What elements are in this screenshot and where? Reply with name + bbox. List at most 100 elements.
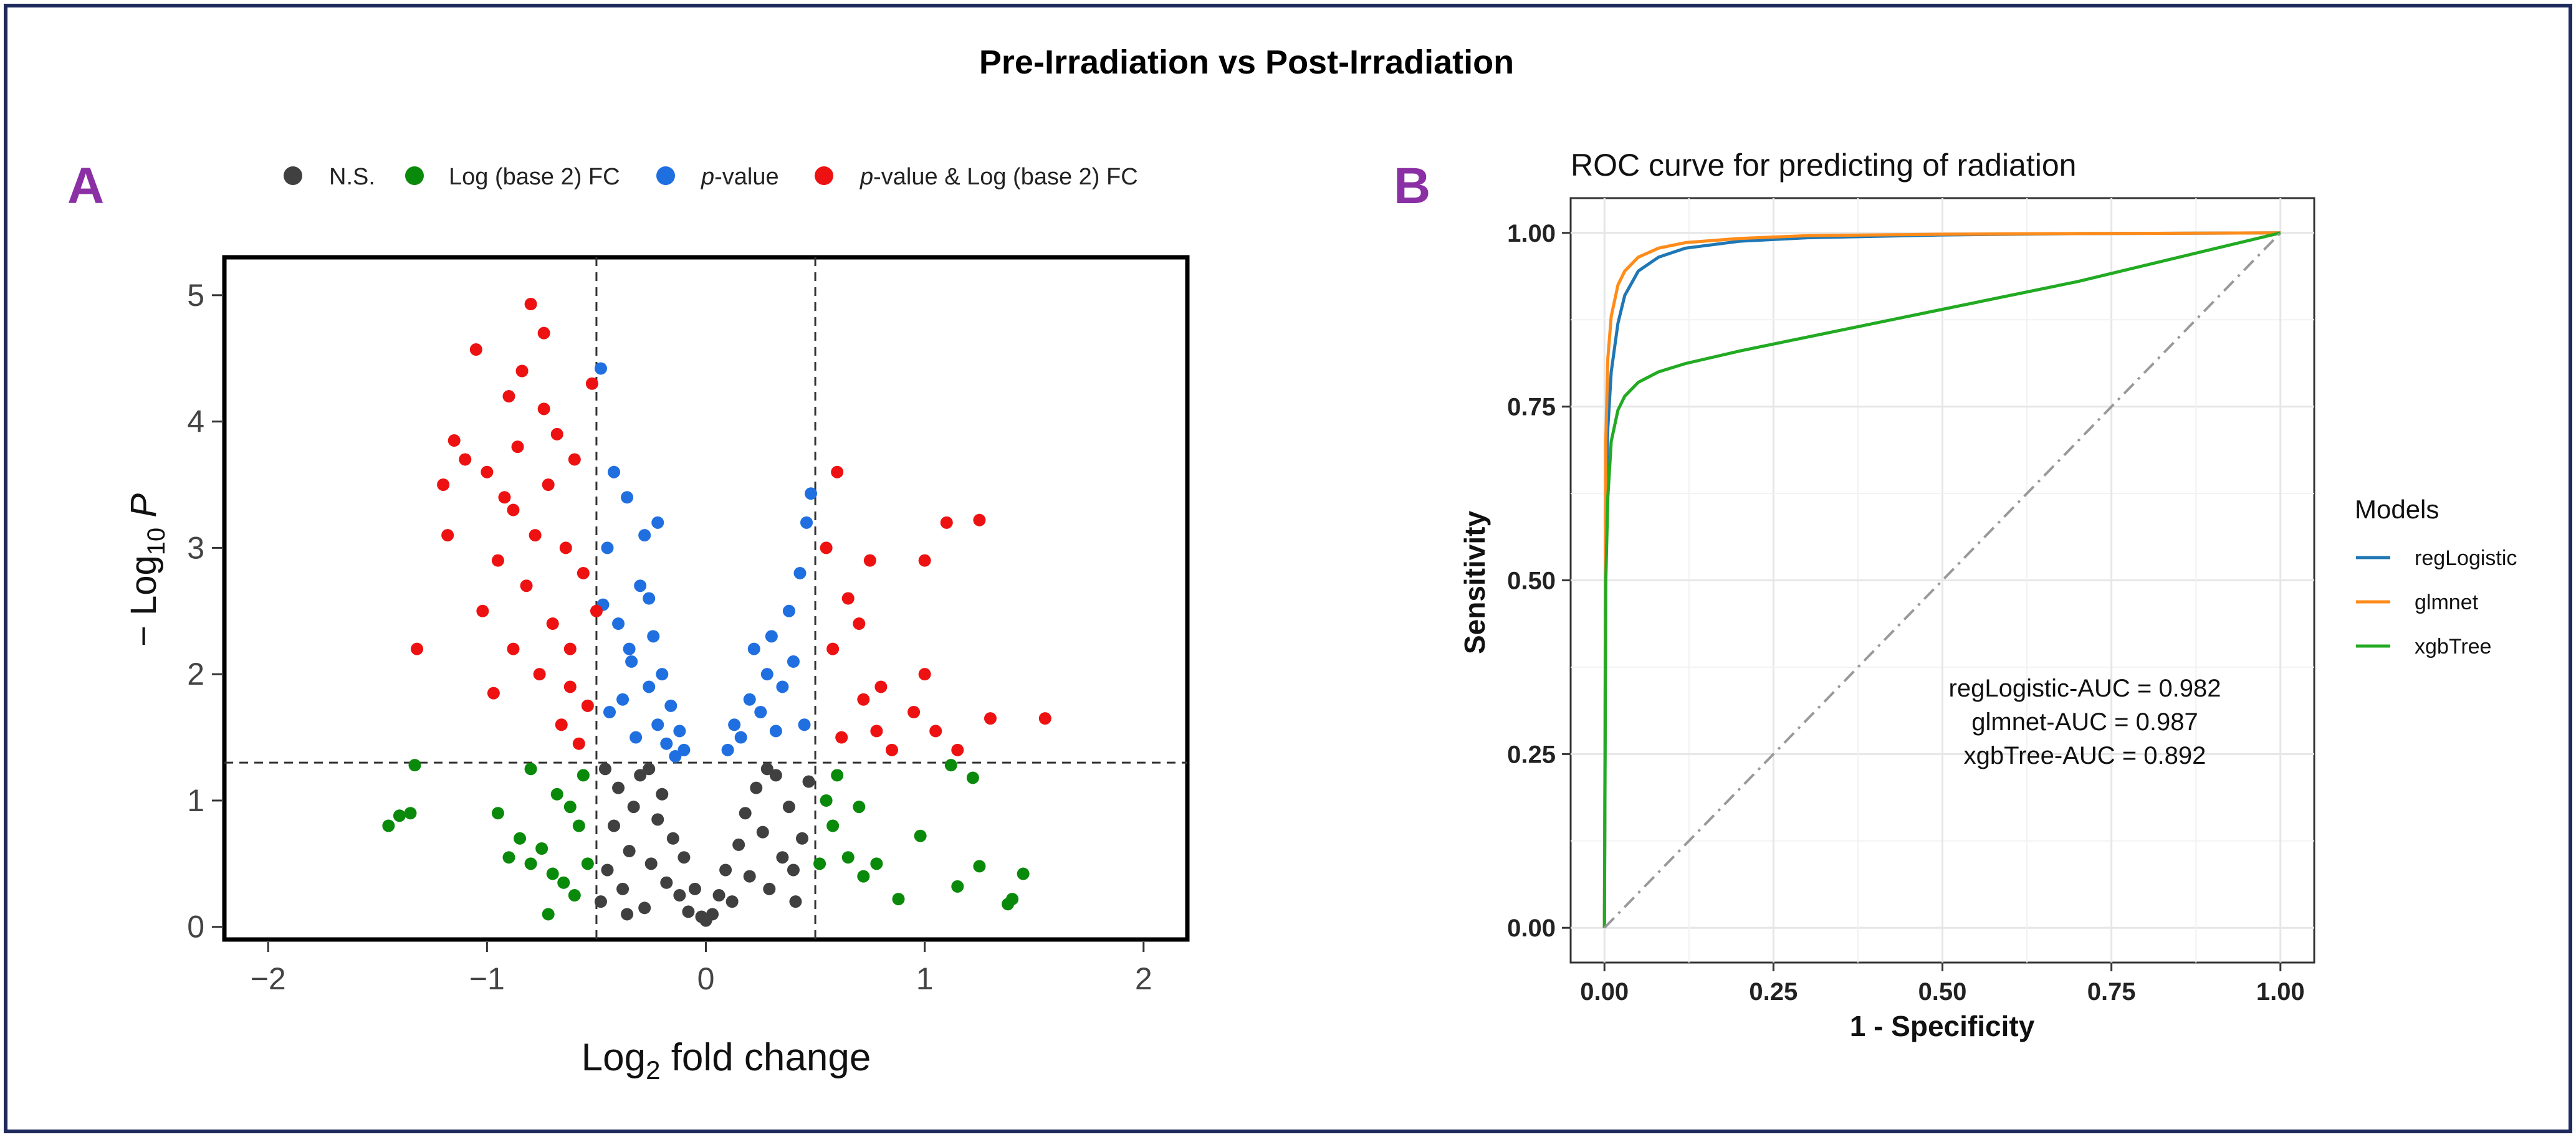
point-both — [874, 680, 888, 693]
roc-y-tick-label: 0.50 — [1507, 568, 1556, 595]
point-both — [537, 326, 550, 340]
point-both — [546, 617, 559, 630]
point-fc — [542, 908, 555, 921]
point-ns — [678, 851, 691, 864]
point-both — [1038, 712, 1051, 725]
point-ns — [621, 908, 634, 921]
point-both — [502, 390, 515, 403]
point-pval — [793, 566, 807, 579]
point-both — [907, 706, 921, 718]
legend-label-fc: Log (base 2) FC — [449, 164, 620, 190]
point-both — [481, 465, 494, 478]
point-both — [984, 712, 997, 725]
point-both — [820, 541, 833, 554]
point-pval — [603, 706, 616, 718]
point-both — [437, 478, 450, 491]
roc-y-tick-label: 0.75 — [1507, 394, 1556, 421]
point-fc — [502, 851, 515, 864]
point-both — [511, 440, 524, 454]
point-both — [533, 668, 546, 681]
roc-x-ticks: 0.00 0.25 0.50 0.75 1.00 — [1580, 963, 2305, 1006]
point-fc — [546, 867, 559, 880]
roc-y-tick-label: 0.00 — [1507, 915, 1556, 942]
point-pval — [760, 668, 773, 681]
legend-swatch-both — [815, 166, 833, 185]
point-ns — [712, 889, 725, 902]
point-pval — [678, 743, 691, 756]
point-pval — [616, 693, 630, 706]
point-ns — [756, 825, 769, 839]
volcano-plot-area — [222, 255, 1190, 942]
point-fc — [841, 851, 855, 864]
point-fc — [813, 857, 826, 870]
point-ns — [789, 895, 802, 908]
point-both — [515, 364, 529, 378]
x-tick-label: 0 — [697, 961, 715, 996]
x-tick-label: −1 — [469, 961, 505, 996]
volcano-y-ticks: 0 1 2 3 4 5 — [187, 278, 222, 944]
point-fc — [973, 860, 986, 873]
point-pval — [612, 617, 625, 630]
figure-title: Pre-Irradiation vs Post-Irradiation — [979, 44, 1514, 81]
roc-legend: Models regLogistic glmnet xgbTree — [2355, 495, 2517, 659]
roc-x-tick-label: 0.00 — [1580, 978, 1629, 1006]
point-pval — [623, 642, 636, 655]
point-ns — [608, 819, 621, 832]
x-tick-label: 1 — [916, 961, 934, 996]
point-pval — [776, 680, 789, 693]
point-both — [853, 617, 866, 630]
point-pval — [765, 630, 778, 643]
point-both — [555, 718, 568, 731]
point-ns — [796, 832, 808, 845]
x-tick-label: −2 — [251, 961, 286, 996]
point-pval — [747, 642, 760, 655]
point-both — [870, 725, 883, 738]
point-both — [857, 693, 870, 706]
roc-y-tick-label: 0.25 — [1507, 741, 1556, 768]
point-both — [550, 427, 563, 440]
point-pval — [787, 655, 800, 668]
point-pval — [601, 541, 614, 554]
point-fc — [524, 857, 537, 870]
point-fc — [1006, 893, 1019, 906]
point-pval — [651, 718, 664, 731]
point-both — [831, 465, 844, 478]
point-fc — [408, 759, 421, 772]
auc-annotation-glmnet: glmnet-AUC = 0.987 — [1971, 708, 2198, 736]
point-ns — [673, 889, 686, 902]
point-ns — [787, 863, 800, 877]
point-pval — [647, 630, 660, 643]
point-pval — [743, 693, 756, 706]
point-fc — [853, 801, 866, 814]
point-ns — [666, 832, 679, 845]
point-pval — [782, 604, 795, 617]
point-ns — [594, 895, 607, 908]
roc-legend-title: Models — [2355, 495, 2439, 524]
point-ns — [732, 838, 745, 851]
point-both — [520, 579, 533, 592]
point-fc — [524, 763, 537, 776]
point-pval — [754, 706, 767, 718]
point-both — [973, 513, 986, 526]
point-ns — [769, 769, 782, 782]
roc-reference-diagonal — [1603, 232, 2282, 929]
point-both — [448, 434, 461, 447]
point-pval — [625, 655, 638, 668]
legend-label-reglogistic: regLogistic — [2415, 546, 2517, 570]
point-fc — [857, 870, 870, 883]
roc-x-tick-label: 1.00 — [2256, 978, 2305, 1006]
point-pval — [721, 743, 734, 756]
point-both — [559, 541, 572, 554]
legend-swatch-fc — [405, 166, 424, 185]
point-both — [929, 725, 942, 738]
y-tick-label: 3 — [187, 530, 204, 565]
point-both — [863, 554, 876, 567]
legend-label-ns: N.S. — [329, 164, 375, 190]
point-both — [491, 554, 504, 567]
y-tick-label: 1 — [187, 783, 204, 818]
point-pval — [660, 737, 673, 750]
point-fc — [831, 769, 844, 782]
point-fc — [870, 857, 883, 870]
point-ns — [644, 857, 658, 870]
point-ns — [782, 801, 795, 814]
